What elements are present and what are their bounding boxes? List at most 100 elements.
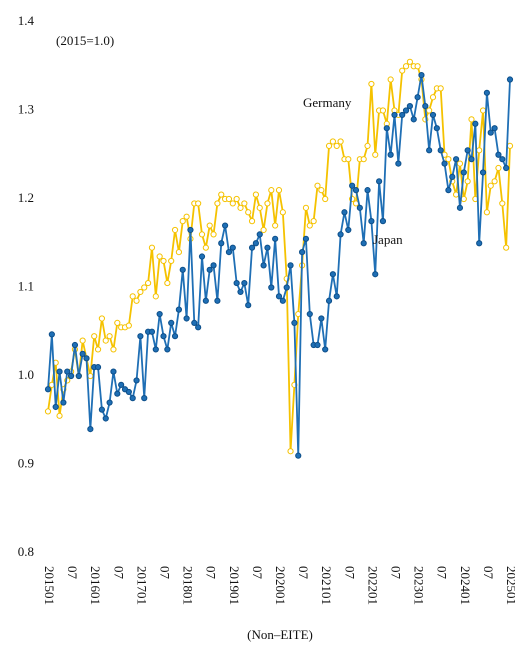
data-point (476, 147, 483, 154)
data-point (137, 288, 144, 296)
data-point (171, 226, 179, 234)
data-point (368, 80, 375, 88)
data-point (164, 279, 171, 287)
x-tick-label: 202301 (412, 566, 427, 605)
data-point (87, 426, 94, 433)
data-point (275, 187, 283, 194)
data-point (98, 315, 106, 322)
y-tick-label: 0.9 (18, 455, 34, 470)
data-point (306, 222, 313, 229)
data-point (198, 231, 206, 238)
y-tick-label: 0.8 (18, 544, 34, 559)
x-tick-label: 202201 (365, 566, 380, 605)
data-point (48, 331, 55, 338)
data-point (279, 209, 286, 216)
data-point (506, 76, 514, 83)
data-point (260, 262, 267, 269)
data-point (491, 125, 498, 132)
data-point (395, 160, 402, 167)
data-point (210, 262, 217, 269)
data-point (225, 249, 233, 256)
data-point (479, 107, 487, 114)
data-point (495, 151, 502, 158)
data-point (333, 293, 340, 300)
data-point (106, 333, 113, 340)
data-point (214, 200, 221, 207)
data-point (206, 222, 213, 229)
data-point (325, 297, 333, 304)
data-point (422, 102, 429, 110)
data-point (225, 195, 233, 203)
data-point (464, 147, 471, 154)
data-point (302, 235, 310, 242)
x-tick-label: 07 (296, 566, 311, 580)
data-point (345, 226, 352, 234)
data-point (406, 58, 413, 65)
data-point (437, 147, 444, 154)
data-point (256, 231, 263, 238)
data-point (426, 147, 433, 154)
data-point (264, 200, 271, 207)
data-point (503, 244, 510, 251)
data-point (98, 406, 106, 413)
series-label: Japan (373, 232, 403, 247)
x-tick-label: 07 (204, 566, 219, 580)
data-point (152, 293, 159, 300)
data-point (233, 279, 240, 287)
x-tick-label: 202001 (273, 566, 288, 605)
data-point (191, 319, 198, 326)
x-tick-label: 201801 (181, 566, 196, 605)
data-point (94, 364, 102, 371)
data-point (356, 204, 363, 211)
data-point (102, 337, 109, 344)
data-point (56, 412, 63, 419)
data-point (329, 138, 336, 145)
data-point (87, 372, 94, 380)
annotation: (2015=1.0) (56, 33, 114, 48)
data-point (229, 200, 236, 207)
data-point (44, 408, 52, 415)
data-point (379, 218, 387, 225)
x-tick-label: 201501 (42, 566, 57, 605)
data-point (364, 142, 371, 149)
data-point (495, 164, 502, 172)
data-point (453, 156, 460, 163)
data-point (491, 178, 498, 185)
data-point (175, 306, 182, 313)
data-point (368, 218, 375, 225)
x-tick-label: 202101 (319, 566, 334, 605)
data-point (325, 142, 333, 149)
data-point (260, 226, 267, 234)
data-point (483, 209, 490, 216)
data-point (44, 386, 52, 393)
data-point (372, 271, 379, 278)
data-point (94, 346, 102, 353)
data-point (106, 399, 113, 406)
data-point (468, 156, 475, 163)
x-tick-label: 201701 (134, 566, 149, 605)
data-point (272, 235, 279, 242)
y-tick-label: 1.4 (18, 13, 35, 28)
data-point (399, 111, 406, 119)
data-point (337, 138, 344, 145)
data-point (241, 279, 248, 287)
data-point (125, 322, 132, 329)
data-point (133, 297, 140, 304)
data-point (237, 204, 244, 211)
data-point (160, 333, 167, 340)
x-tick-label: 201601 (88, 566, 103, 605)
data-point (402, 63, 410, 70)
y-tick-label: 1.0 (18, 367, 34, 382)
data-point (214, 297, 221, 304)
data-point (275, 293, 283, 300)
data-point (449, 173, 456, 180)
data-point (503, 164, 510, 172)
data-point (333, 142, 340, 149)
data-point (52, 403, 59, 411)
data-point (410, 116, 417, 123)
data-point (148, 328, 156, 335)
data-point (125, 388, 132, 396)
data-point (110, 346, 117, 353)
data-point (210, 231, 217, 238)
data-point (202, 297, 209, 304)
